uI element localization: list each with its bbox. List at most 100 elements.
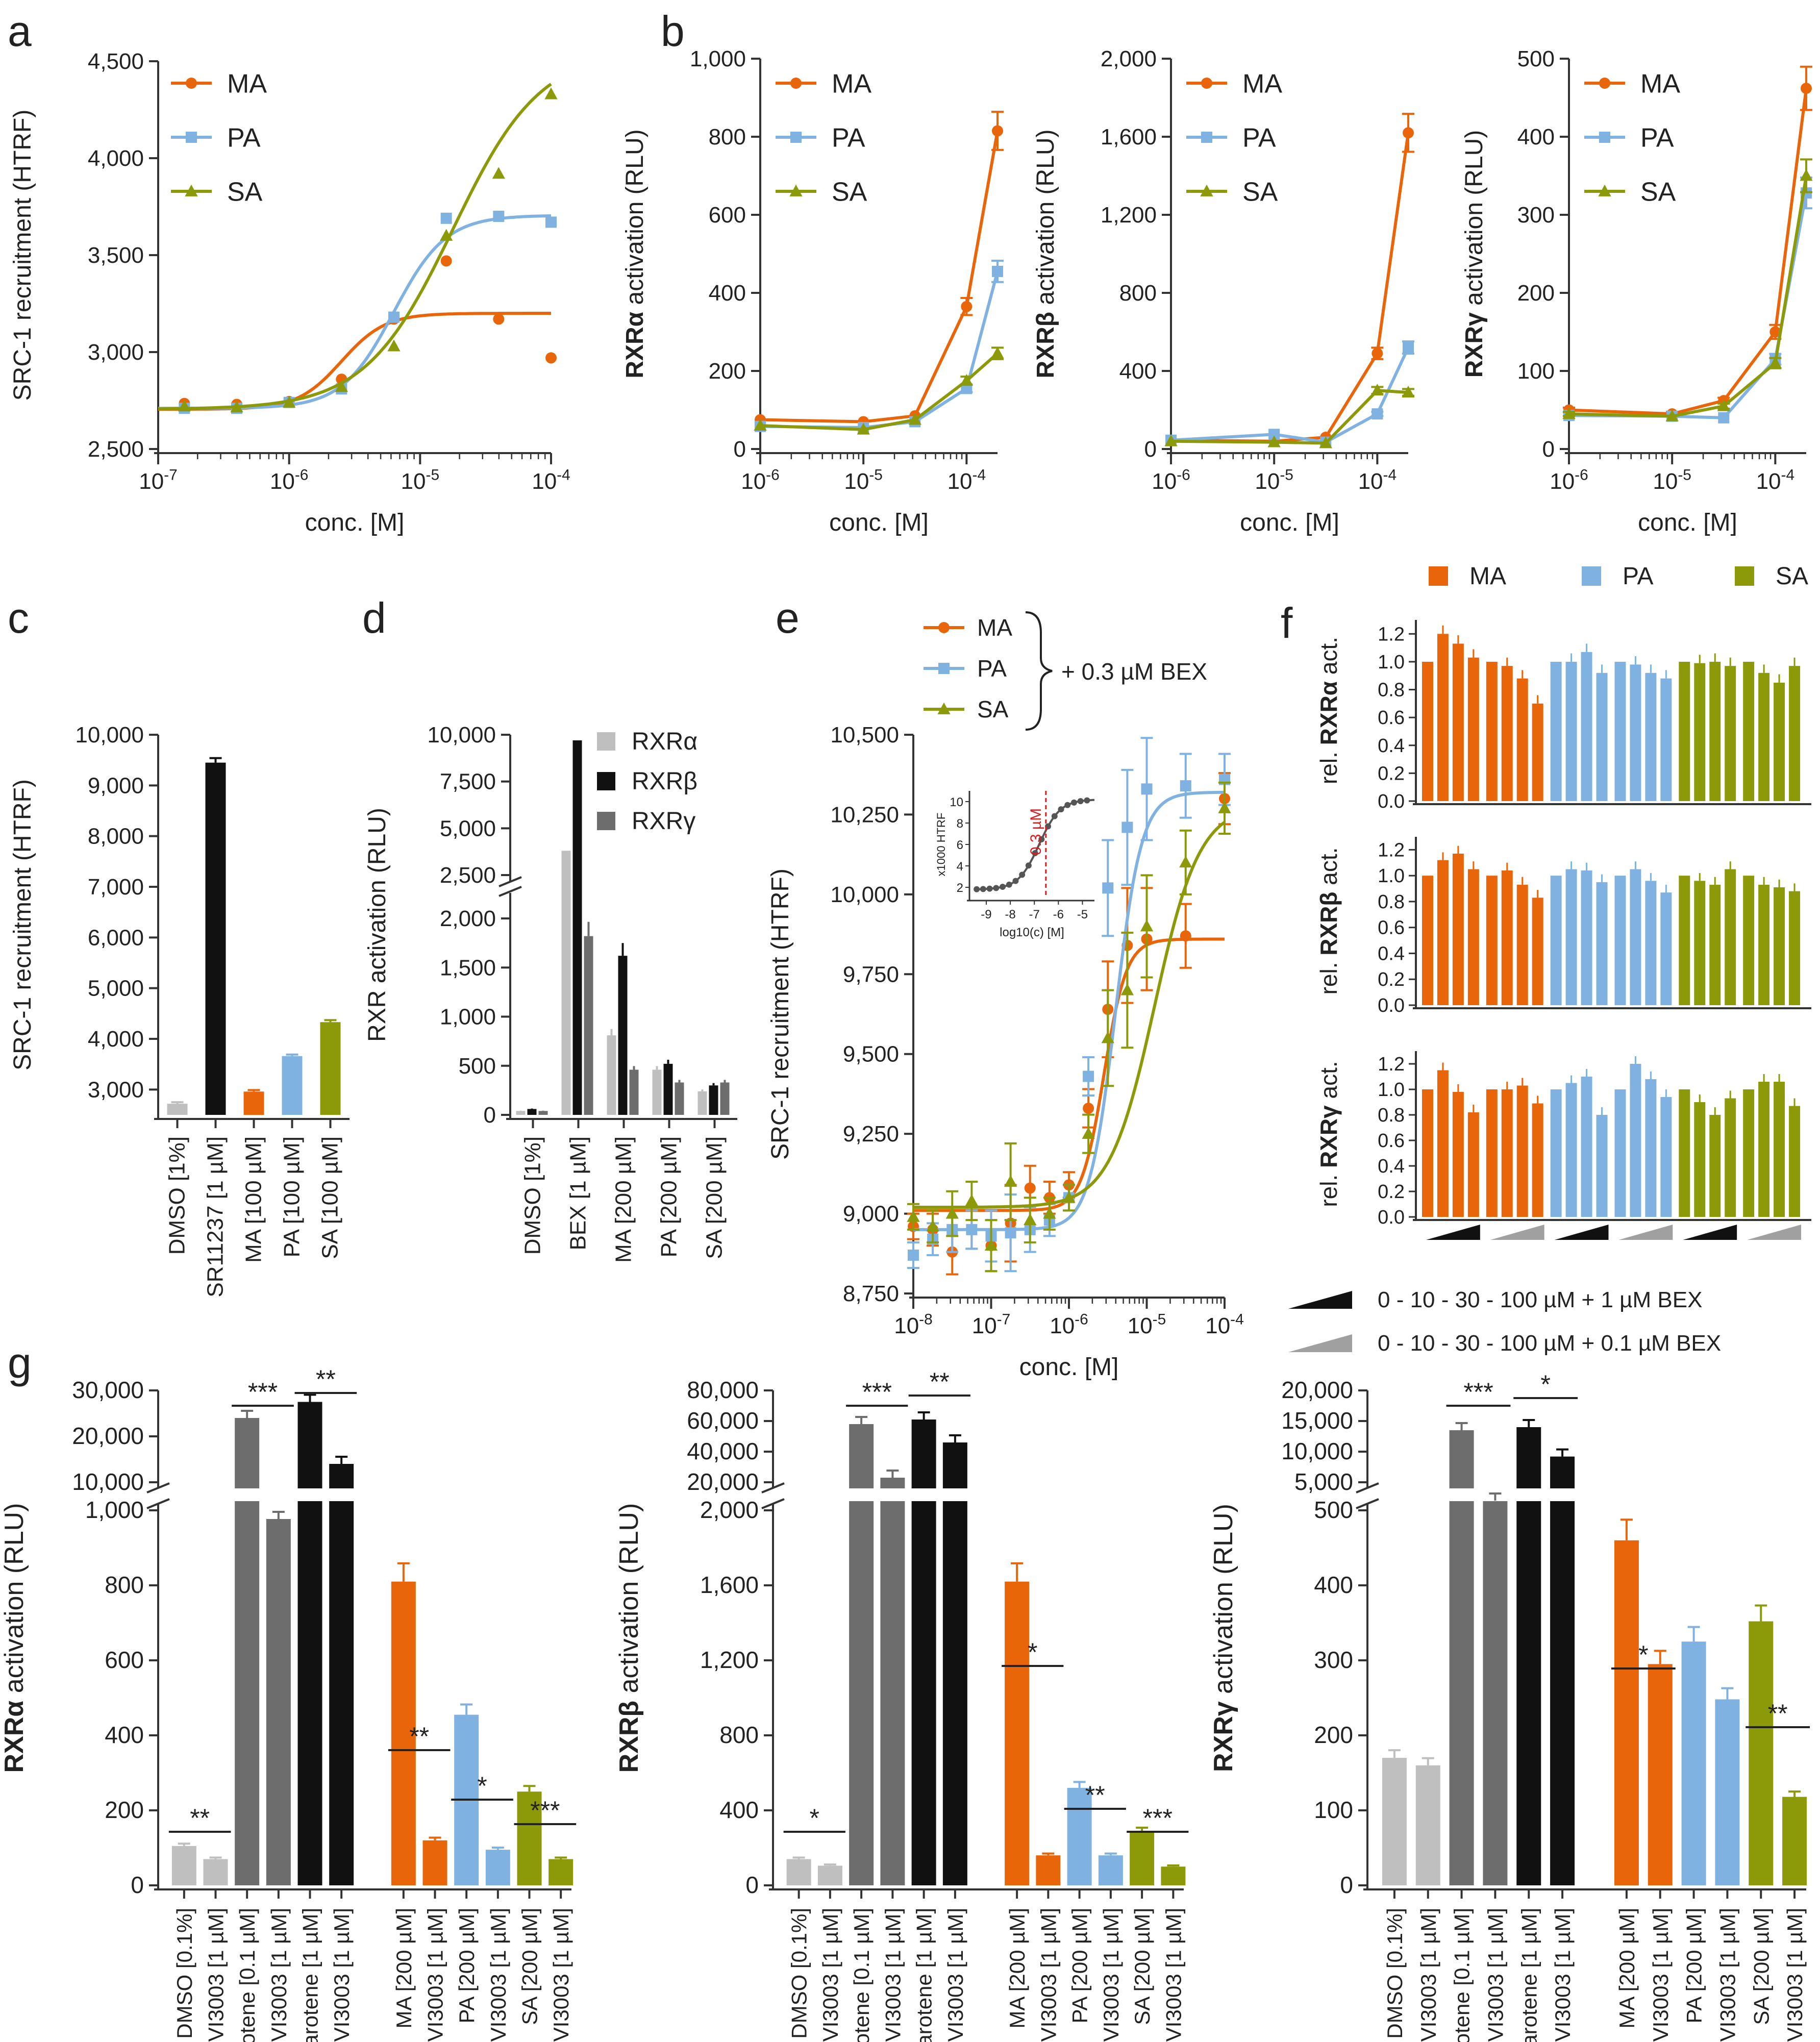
g1-bar-7 [422, 1840, 447, 1885]
g2-y-axis-label: RXRβ activation (RLU) [614, 1503, 644, 1773]
d-category-label: PA [200 µM] [657, 1136, 682, 1257]
c-ytick-label: 8,000 [88, 824, 144, 849]
g1-category-label: + UVI3003 [1 µM] [423, 1908, 447, 2042]
b1-legend-sa-point [789, 184, 803, 196]
g1-ytick-label: 800 [105, 1572, 144, 1598]
g3-bar-6 [1614, 1540, 1639, 1885]
g2-bar-6 [1005, 1581, 1030, 1885]
f-bar-RXRα [1532, 703, 1543, 801]
g1-ytick-label: 30,000 [72, 1377, 144, 1403]
f-row0-ytick-label: 0.0 [1378, 791, 1405, 812]
f-bar-RXRγ [1516, 1085, 1528, 1217]
f-bar-RXRβ [1743, 876, 1755, 1005]
d-ytick-label: 1,000 [440, 1005, 496, 1030]
e-inset-point [1038, 836, 1045, 842]
b1-y-axis-label: RXRα activation (RLU) [621, 129, 649, 378]
f-legend-swatch-ma [1429, 566, 1448, 586]
e-series-pa-point [1141, 783, 1153, 795]
b3-legend-ma-point [1599, 78, 1610, 89]
g2-significance-label: * [1028, 1638, 1037, 1666]
f-bar-RXRβ [1645, 881, 1657, 1005]
d-legend-swatch-0 [597, 732, 615, 751]
d-ytick-label: 0 [484, 1103, 496, 1128]
b3-y-axis-label: RXRγ activation (RLU) [1461, 130, 1488, 378]
f-bar-RXRγ [1660, 1097, 1672, 1217]
f-bar-RXRβ [1550, 876, 1562, 1005]
f-row2-ytick-label: 1.2 [1378, 1054, 1405, 1075]
b3-xtick-label: 10-5 [1653, 466, 1691, 494]
a-ytick-label: 3,000 [88, 340, 144, 365]
g1-bar-break [326, 1488, 357, 1501]
b3-ytick-label: 300 [1517, 203, 1555, 228]
b2-series-pa-point [1268, 429, 1280, 440]
g1-bar-9 [485, 1850, 510, 1885]
e-series-sa-point [1024, 1213, 1037, 1225]
f-row1-ytick-label: 0.2 [1378, 969, 1405, 990]
a-series-sa-fit [158, 83, 552, 411]
f-row0-ytick-label: 0.6 [1378, 707, 1405, 729]
f-ramp-2 [1554, 1225, 1609, 1240]
b1-legend-ma-point [790, 78, 802, 89]
a-series-sa-point [283, 395, 296, 408]
g1-ytick-label: 200 [105, 1797, 144, 1823]
e-series-pa-point [1102, 882, 1114, 894]
d-legend-swatch-1 [597, 772, 615, 790]
b1-series-ma-point [992, 125, 1003, 137]
g3-ytick-label: 400 [1314, 1572, 1353, 1598]
b3-series-sa-point [1717, 399, 1730, 411]
f-bar-RXRβ [1422, 876, 1433, 1005]
a-series-sa-point [492, 167, 505, 179]
f-row2-ytick-label: 0.4 [1378, 1156, 1405, 1177]
g2-bar-break [877, 1488, 908, 1501]
f-bar-RXRγ [1774, 1082, 1785, 1217]
g1-significance-label: * [477, 1772, 487, 1800]
f-row0-ytick-label: 0.4 [1378, 735, 1405, 757]
f-bar-RXRγ [1452, 1092, 1464, 1217]
e-series-pa-point [1005, 1227, 1016, 1239]
e-series-pa-point [1180, 780, 1191, 792]
a-series-ma-point [493, 313, 505, 325]
b1-ytick-label: 1,000 [690, 46, 746, 71]
b3-series-sa-point [1562, 407, 1576, 419]
f-row2-ytick-label: 1.0 [1378, 1079, 1405, 1101]
c-bar-0 [167, 1104, 188, 1115]
g2-bar-break [846, 1488, 877, 1501]
g3-significance-label: * [1638, 1640, 1648, 1669]
g2-ytick-label: 0 [745, 1872, 759, 1898]
g2-category-label: bexarotene [0.1 µM] [850, 1908, 874, 2042]
g3-ytick-label: 200 [1314, 1722, 1353, 1748]
e-legend-label-pa: PA [977, 655, 1007, 682]
g3-bar-break [1547, 1488, 1578, 1501]
b2-legend-pa-point [1201, 132, 1212, 143]
b1-x-axis-label: conc. [M] [829, 509, 929, 536]
g1-bar-break [294, 1488, 326, 1501]
b3-ytick-label: 400 [1517, 124, 1555, 150]
e-x-axis-label: conc. [M] [1019, 1354, 1119, 1381]
f-bar-RXRα [1645, 673, 1657, 801]
g2-bar-7 [1036, 1855, 1061, 1885]
a-xtick-label: 10-7 [139, 466, 178, 494]
f-bar-RXRα [1725, 666, 1736, 801]
g2-ytick-label: 1,200 [700, 1647, 759, 1673]
g3-bar-break [1446, 1488, 1477, 1501]
c-category-label: SA [100 µM] [318, 1136, 343, 1259]
e-inset-point [974, 886, 980, 892]
e-series-sa-point [907, 1210, 920, 1222]
g2-significance-label: * [810, 1804, 819, 1832]
f-ramp-1 [1490, 1225, 1544, 1240]
b2-y-axis-label: RXRβ activation (RLU) [1032, 129, 1059, 378]
b2-legend-label-sa: SA [1242, 178, 1278, 207]
g3-significance-label: ** [1768, 1699, 1788, 1728]
g3-category-label: + UVI3003 [1 µM] [1715, 1908, 1739, 2042]
a-xtick-label: 10-5 [401, 466, 440, 494]
panel-label-f: f [1281, 599, 1293, 647]
e-legend-brace [1025, 611, 1053, 731]
b1-xtick-label: 10-5 [844, 466, 883, 494]
f-ramp-note-2: 0 - 10 - 30 - 100 µM + 0.1 µM BEX [1378, 1331, 1721, 1356]
f-bar-RXRγ [1501, 1089, 1513, 1217]
f-legend-swatch-pa [1582, 566, 1601, 586]
e-ytick-label: 9,000 [843, 1202, 899, 1227]
b3-series-pa-point [1718, 412, 1730, 424]
g3-bar-11 [1782, 1797, 1807, 1885]
